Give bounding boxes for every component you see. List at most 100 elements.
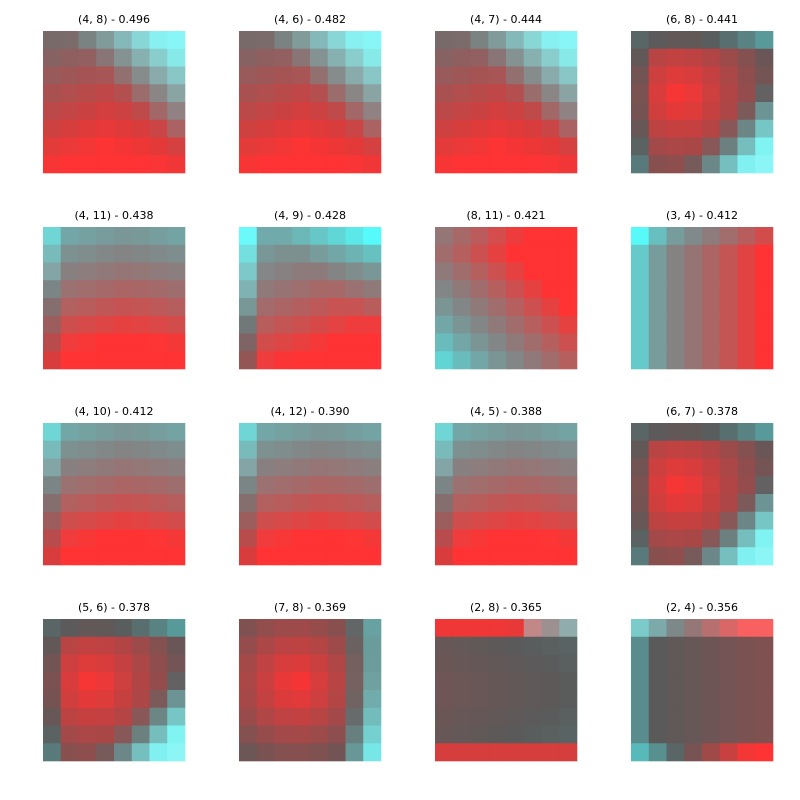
heatmap-cell xyxy=(559,672,578,691)
heatmap-cell xyxy=(363,690,382,709)
heatmap-cell xyxy=(435,137,454,156)
heatmap-cell xyxy=(114,244,133,263)
heatmap-cell xyxy=(435,725,454,744)
heatmap-cell xyxy=(292,119,311,138)
heatmap-cell xyxy=(60,244,79,263)
heatmap-cell xyxy=(737,440,756,459)
heatmap-cell xyxy=(345,298,364,317)
heatmap-cell xyxy=(256,102,275,121)
heatmap-cell xyxy=(506,619,525,638)
heatmap-cell xyxy=(719,155,738,174)
heatmap-cell xyxy=(292,423,311,442)
heatmap-cell xyxy=(345,440,364,459)
heatmap-cell xyxy=(648,423,667,442)
heatmap-cell xyxy=(559,119,578,138)
heatmap-cell xyxy=(488,280,507,299)
heatmap-cell xyxy=(345,707,364,726)
heatmap-cell xyxy=(559,244,578,263)
heatmap-cell xyxy=(488,725,507,744)
heatmap-cell xyxy=(666,66,685,85)
heatmap-cell xyxy=(506,672,525,691)
heatmap-cell xyxy=(167,155,186,174)
heatmap-cell xyxy=(666,654,685,673)
heatmap-cell xyxy=(345,458,364,477)
heatmap-cell xyxy=(488,690,507,709)
heatmap-cell xyxy=(292,458,311,477)
heatmap-cell xyxy=(149,351,168,370)
heatmap-cell xyxy=(666,636,685,655)
heatmap-cell xyxy=(292,725,311,744)
heatmap-cell xyxy=(345,315,364,334)
heatmap-cell xyxy=(470,48,489,67)
heatmap-cell xyxy=(345,547,364,566)
heatmap-cell xyxy=(256,529,275,548)
heatmap-cell xyxy=(648,547,667,566)
heatmap-cell xyxy=(506,440,525,459)
heatmap-cell xyxy=(345,244,364,263)
heatmap-cell xyxy=(256,137,275,156)
heatmap-cell xyxy=(648,262,667,281)
heatmap-cell xyxy=(167,547,186,566)
heatmap-cell xyxy=(702,725,721,744)
heatmap-cell xyxy=(702,529,721,548)
heatmap-cell xyxy=(363,440,382,459)
heatmap-cell xyxy=(719,84,738,103)
heatmap-cell xyxy=(470,119,489,138)
heatmap-cell xyxy=(327,725,346,744)
heatmap-cell xyxy=(345,66,364,85)
heatmap-cell xyxy=(666,262,685,281)
heatmap-cell xyxy=(239,298,258,317)
heatmap-cell xyxy=(60,476,79,495)
heatmap-cell xyxy=(559,511,578,530)
heatmap-cell xyxy=(43,298,62,317)
heatmap-cell xyxy=(345,119,364,138)
heatmap-cell xyxy=(149,102,168,121)
heatmap-cell xyxy=(488,511,507,530)
heatmap-cell xyxy=(78,529,97,548)
heatmap-cell xyxy=(239,636,258,655)
heatmap-cell xyxy=(131,298,150,317)
heatmap-cell xyxy=(684,137,703,156)
heatmap-cell xyxy=(310,227,329,246)
heatmap-cell xyxy=(131,351,150,370)
heatmap-panel: (4, 12) - 0.390 xyxy=(239,405,382,566)
heatmap-cell xyxy=(452,351,471,370)
heatmap-cell xyxy=(470,672,489,691)
heatmap-cell xyxy=(345,280,364,299)
heatmap-cell xyxy=(327,298,346,317)
heatmap-cell xyxy=(541,707,560,726)
heatmap-cell xyxy=(274,333,293,352)
heatmap-cell xyxy=(452,440,471,459)
heatmap-cell xyxy=(435,315,454,334)
heatmap-cell xyxy=(435,119,454,138)
heatmap-cell xyxy=(541,298,560,317)
heatmap-cell xyxy=(78,48,97,67)
heatmap-cell xyxy=(310,458,329,477)
heatmap-cell xyxy=(292,619,311,638)
heatmap-cell xyxy=(149,280,168,299)
heatmap-cell xyxy=(666,529,685,548)
heatmap-cell xyxy=(363,48,382,67)
heatmap-cell xyxy=(274,743,293,762)
heatmap-cell xyxy=(684,227,703,246)
heatmap-cell xyxy=(256,48,275,67)
heatmap-cell xyxy=(310,48,329,67)
heatmap-cell xyxy=(719,333,738,352)
heatmap-cell xyxy=(631,690,650,709)
heatmap-cell xyxy=(239,511,258,530)
heatmap-cell xyxy=(488,31,507,50)
heatmap-cell xyxy=(702,458,721,477)
heatmap-cell xyxy=(274,315,293,334)
heatmap-cell xyxy=(666,672,685,691)
heatmap-cell xyxy=(737,707,756,726)
heatmap-cell xyxy=(737,458,756,477)
heatmap-cell xyxy=(755,725,774,744)
panel-title: (4, 12) - 0.390 xyxy=(270,405,349,418)
heatmap-cell xyxy=(755,333,774,352)
heatmap-cell xyxy=(363,707,382,726)
heatmap-cell xyxy=(239,31,258,50)
heatmap-cell xyxy=(327,315,346,334)
heatmap-cell xyxy=(559,476,578,495)
heatmap-cell xyxy=(292,654,311,673)
heatmap-cell xyxy=(648,725,667,744)
